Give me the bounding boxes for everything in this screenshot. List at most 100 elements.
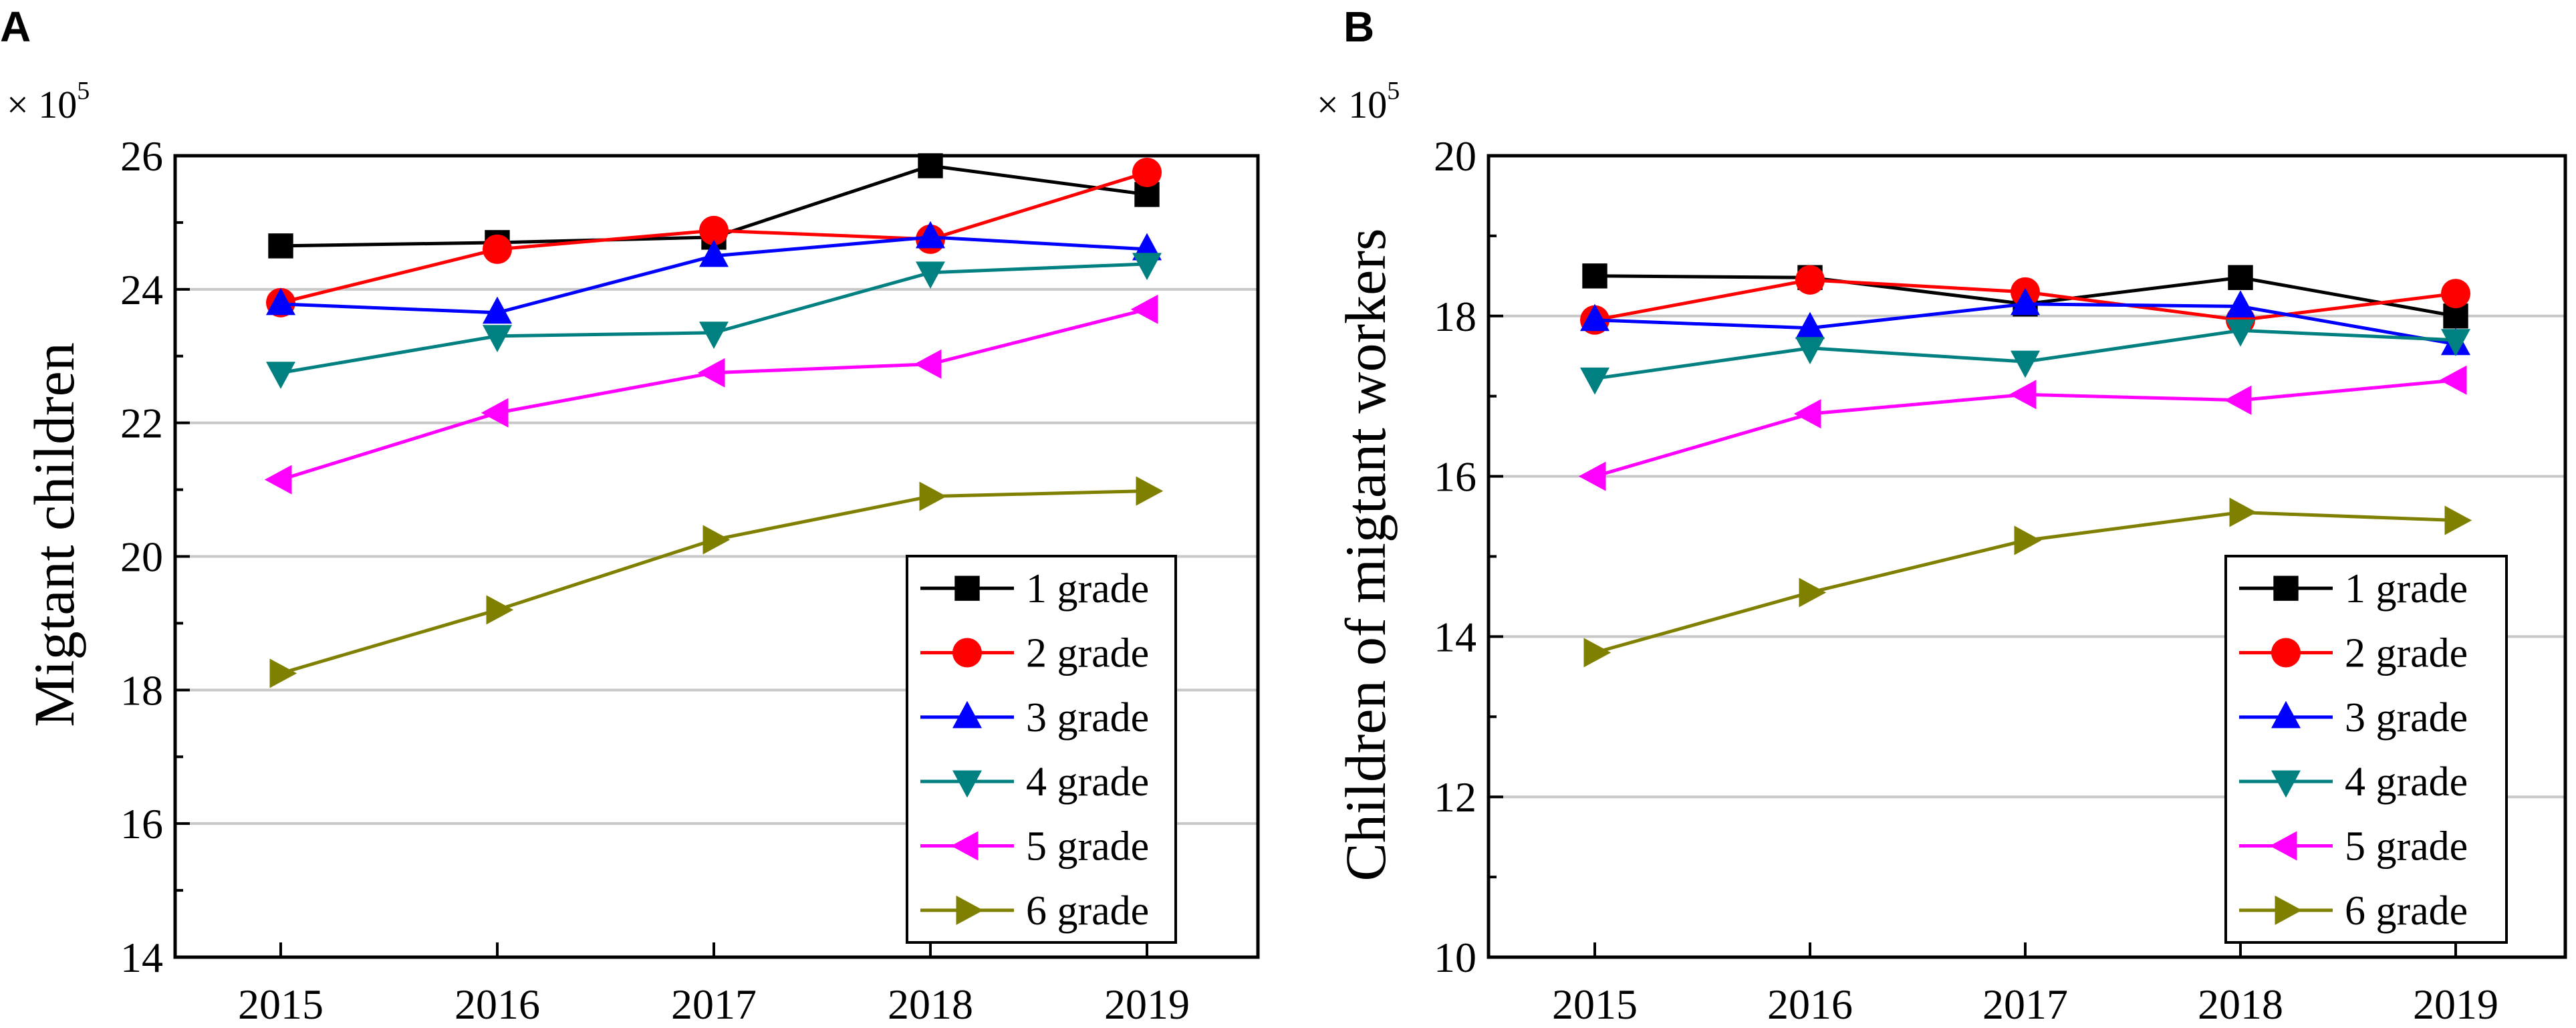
y-tick-label: 26 [120, 132, 163, 180]
data-point [2228, 265, 2253, 290]
series-line [280, 262, 1148, 375]
y-tick-label: 20 [1434, 132, 1476, 180]
series [1578, 263, 2472, 668]
data-point [918, 153, 943, 178]
legend-marker [2271, 700, 2301, 729]
x-tick-label: 2019 [1104, 981, 1190, 1028]
legend-label: 1 grade [1026, 566, 1149, 612]
data-point [1132, 253, 1162, 281]
data-point [264, 465, 292, 495]
y-tick-label: 24 [120, 266, 163, 313]
legend-marker [2273, 575, 2299, 601]
legend-item: 1 grade [2239, 566, 2468, 612]
data-point [269, 658, 297, 688]
data-point [2444, 505, 2472, 535]
data-point [697, 358, 725, 388]
legend-marker [2269, 831, 2297, 861]
data-point [699, 322, 729, 349]
data-point [483, 325, 512, 352]
data-point [702, 525, 731, 555]
y-tick-label: 14 [120, 934, 163, 981]
data-point [2229, 497, 2257, 527]
series-4-grade [266, 253, 1162, 389]
data-point [699, 239, 729, 267]
data-point [1580, 367, 1609, 395]
data-point [699, 215, 729, 245]
data-point [1795, 265, 1825, 295]
legend-label: 1 grade [2345, 566, 2468, 612]
panel-b: B × 105 Children of migtant workers 10 12… [1317, 3, 2567, 1028]
x-tick-label: 2015 [1552, 981, 1638, 1028]
series-5-grade [264, 294, 1158, 495]
data-point [486, 595, 514, 625]
data-point [916, 221, 945, 249]
y-tick-label: 10 [1434, 934, 1476, 981]
legend-item: 5 grade [920, 824, 1149, 870]
data-point [1793, 399, 1821, 429]
plot-frame [1487, 154, 2567, 959]
y-axis-title: Migtant children [22, 342, 86, 727]
data-point [2224, 385, 2252, 415]
series-4-grade [1580, 319, 2470, 395]
legend-box [906, 555, 1177, 944]
ticks: 10 12 14 16 18 20 2015 2016 2017 2018 2019 [1434, 132, 2498, 1028]
data-point [916, 261, 945, 289]
x-tick-label: 2018 [888, 981, 973, 1028]
x-tick-label: 2018 [2198, 981, 2283, 1028]
data-point [2226, 319, 2255, 347]
data-point [2014, 525, 2042, 555]
y-tick-label: 16 [1434, 453, 1476, 501]
data-point [1795, 311, 1825, 340]
data-point [1580, 303, 1609, 332]
series-2-grade [266, 157, 1162, 317]
data-point [2011, 287, 2040, 315]
panel-letter: B [1343, 3, 1374, 51]
legend-marker [956, 895, 984, 925]
legend-label: 4 grade [2345, 759, 2468, 805]
data-point [266, 287, 295, 315]
data-point [483, 234, 512, 264]
data-point [2441, 279, 2470, 309]
y-tick-label: 20 [120, 533, 163, 581]
data-point [1136, 476, 1164, 506]
x-tick-label: 2017 [1982, 981, 2068, 1028]
y-tick-label: 12 [1434, 773, 1476, 821]
legend: 1 grade 2 grade 3 grade 4 grade 5 grade 6 gra… [906, 555, 1177, 944]
data-point [266, 362, 295, 389]
data-point [1583, 638, 1612, 668]
y-multiplier: × 105 [1317, 77, 1400, 126]
legend-item: 2 grade [920, 631, 1149, 676]
x-tick-label: 2017 [671, 981, 757, 1028]
legend-item: 6 grade [920, 888, 1149, 934]
data-point [1582, 263, 1607, 289]
legend-label: 2 grade [2345, 631, 2468, 676]
legend-item: 5 grade [2239, 824, 2468, 870]
data-point [2009, 380, 2037, 410]
panel-letter: A [0, 3, 31, 51]
legend-item: 3 grade [920, 695, 1149, 741]
data-point [481, 398, 509, 428]
data-point [268, 233, 293, 259]
panel-a: A × 105 Migtant children 14 16 18 20 22 24 26 2… [0, 3, 1260, 1028]
data-point [2226, 290, 2255, 317]
data-point [2011, 350, 2040, 378]
data-point [483, 296, 512, 324]
legend-label: 3 grade [2345, 695, 2468, 741]
legend-marker [2275, 895, 2303, 925]
data-point [1795, 337, 1825, 364]
series-5-grade [1578, 365, 2467, 491]
legend-label: 4 grade [1026, 759, 1149, 805]
legend-label: 2 grade [1026, 631, 1149, 676]
legend-label: 6 grade [1026, 888, 1149, 934]
legend-label: 6 grade [2345, 888, 2468, 934]
y-tick-label: 18 [1434, 293, 1476, 340]
legend-label: 3 grade [1026, 695, 1149, 741]
series [264, 153, 1164, 688]
x-tick-label: 2016 [455, 981, 540, 1028]
y-tick-label: 22 [120, 400, 163, 447]
y-multiplier: × 105 [7, 77, 90, 126]
legend-marker [952, 700, 982, 729]
legend-item: 4 grade [2239, 759, 2468, 805]
series-6-grade [269, 476, 1164, 688]
data-point [1130, 294, 1158, 324]
